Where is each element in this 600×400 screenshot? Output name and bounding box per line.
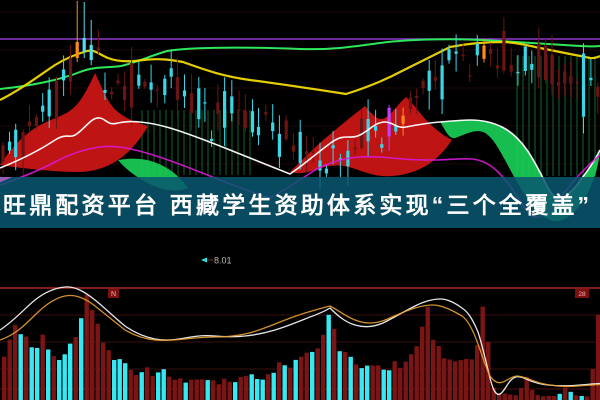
svg-text:8.01: 8.01 [214,256,232,266]
svg-text:N: N [111,291,116,298]
svg-text:28: 28 [578,291,586,298]
